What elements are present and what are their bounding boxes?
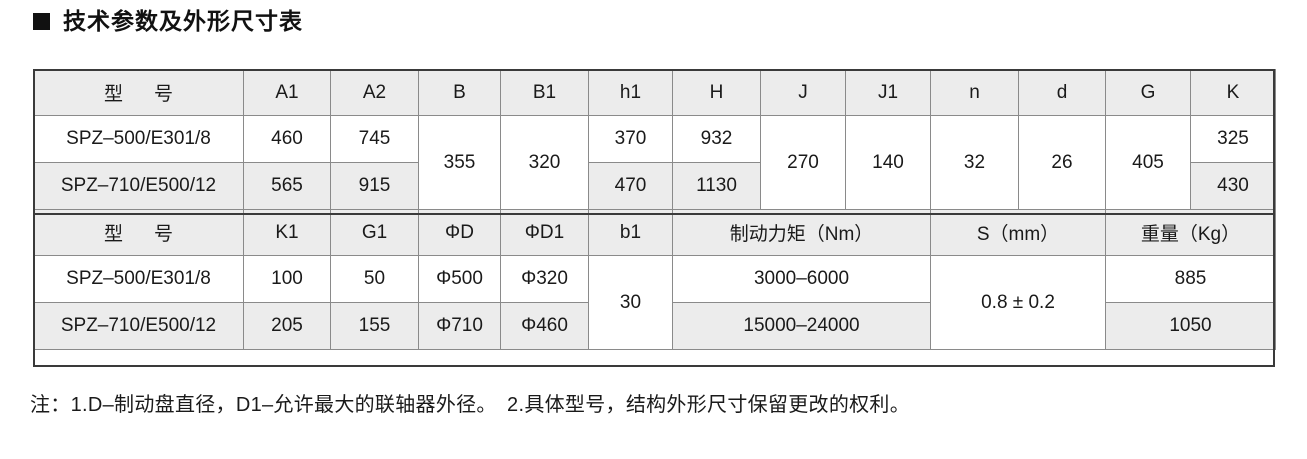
header-b: B <box>418 69 501 116</box>
header-b1-small: b1 <box>588 209 673 256</box>
header-h1: h1 <box>588 69 673 116</box>
cell-g1: 50 <box>330 255 419 303</box>
cell-braking-torque: 15000–24000 <box>672 302 931 350</box>
cell-model: SPZ–500/E301/8 <box>33 255 244 303</box>
cell-k: 430 <box>1190 162 1276 210</box>
section-heading: 技术参数及外形尺寸表 <box>33 10 303 33</box>
cell-j: 270 <box>760 115 846 210</box>
header-phi-d: ΦD <box>418 209 501 256</box>
header-k1: K1 <box>243 209 331 256</box>
header-g1: G1 <box>330 209 419 256</box>
cell-a2: 745 <box>330 115 419 163</box>
header-s-gap: S（mm） <box>930 209 1106 256</box>
cell-model: SPZ–710/E500/12 <box>33 162 244 210</box>
cell-weight: 1050 <box>1105 302 1276 350</box>
cell-b1-small: 30 <box>588 255 673 350</box>
header-model: 型 号 <box>33 69 244 116</box>
table-row: SPZ–710/E500/12 205 155 Φ710 Φ460 15000–… <box>33 302 1276 350</box>
cell-d: 26 <box>1018 115 1106 210</box>
header-j1: J1 <box>845 69 931 116</box>
table-row: SPZ–500/E301/8 100 50 Φ500 Φ320 30 3000–… <box>33 255 1276 350</box>
header-b1: B1 <box>500 69 589 116</box>
header-weight: 重量（Kg） <box>1105 209 1276 256</box>
table-row: SPZ–500/E301/8 460 745 355 320 370 932 2… <box>33 115 1276 210</box>
table-header-row-2: 型 号 K1 G1 ΦD ΦD1 b1 制动力矩（Nm） S（mm） 重量（Kg… <box>33 209 1276 256</box>
cell-s-gap: 0.8 ± 0.2 <box>930 255 1106 350</box>
cell-g1: 155 <box>330 302 419 350</box>
cell-braking-torque: 3000–6000 <box>672 255 931 303</box>
cell-model: SPZ–710/E500/12 <box>33 302 244 350</box>
cell-phi-d: Φ500 <box>418 255 501 303</box>
cell-phi-d1: Φ320 <box>500 255 589 303</box>
header-h: H <box>672 69 761 116</box>
cell-h: 932 <box>672 115 761 163</box>
cell-phi-d1: Φ460 <box>500 302 589 350</box>
header-g: G <box>1105 69 1191 116</box>
cell-weight: 885 <box>1105 255 1276 303</box>
header-a1: A1 <box>243 69 331 116</box>
page-title: 技术参数及外形尺寸表 <box>63 8 303 34</box>
header-j: J <box>760 69 846 116</box>
cell-b: 355 <box>418 115 501 210</box>
cell-k: 325 <box>1190 115 1276 163</box>
black-square-bullet-icon <box>33 13 50 30</box>
header-k: K <box>1190 69 1276 116</box>
cell-h1: 470 <box>588 162 673 210</box>
cell-phi-d: Φ710 <box>418 302 501 350</box>
table-header-row-1: 型 号 A1 A2 B B1 h1 H J J1 n d G K <box>33 69 1276 116</box>
table-row: SPZ–710/E500/12 565 915 470 1130 430 <box>33 162 1276 210</box>
cell-a1: 460 <box>243 115 331 163</box>
footnote-text: 注：1.D–制动盘直径，D1–允许最大的联轴器外径。 2.具体型号，结构外形尺寸… <box>30 394 911 416</box>
cell-h1: 370 <box>588 115 673 163</box>
cell-a2: 915 <box>330 162 419 210</box>
technical-spec-table: 型 号 A1 A2 B B1 h1 H J J1 n d G K SPZ–500… <box>33 69 1276 350</box>
cell-h: 1130 <box>672 162 761 210</box>
header-phi-d1: ΦD1 <box>500 209 589 256</box>
header-braking-torque: 制动力矩（Nm） <box>672 209 931 256</box>
header-d: d <box>1018 69 1106 116</box>
cell-n: 32 <box>930 115 1019 210</box>
cell-k1: 100 <box>243 255 331 303</box>
header-a2: A2 <box>330 69 419 116</box>
cell-g: 405 <box>1105 115 1191 210</box>
cell-model: SPZ–500/E301/8 <box>33 115 244 163</box>
cell-j1: 140 <box>845 115 931 210</box>
cell-b1: 320 <box>500 115 589 210</box>
header-n: n <box>930 69 1019 116</box>
header-model: 型 号 <box>33 209 244 256</box>
cell-k1: 205 <box>243 302 331 350</box>
cell-a1: 565 <box>243 162 331 210</box>
